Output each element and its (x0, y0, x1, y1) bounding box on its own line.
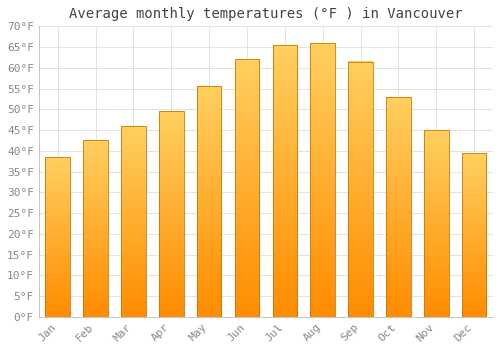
Title: Average monthly temperatures (°F ) in Vancouver: Average monthly temperatures (°F ) in Va… (69, 7, 462, 21)
Bar (424, 130, 448, 317)
Bar (386, 97, 410, 317)
Bar (46, 157, 70, 317)
Bar (234, 60, 260, 317)
Bar (462, 153, 486, 317)
Bar (310, 43, 335, 317)
Bar (84, 140, 108, 317)
Bar (197, 86, 222, 317)
Bar (159, 111, 184, 317)
Bar (348, 62, 373, 317)
Bar (272, 45, 297, 317)
Bar (121, 126, 146, 317)
